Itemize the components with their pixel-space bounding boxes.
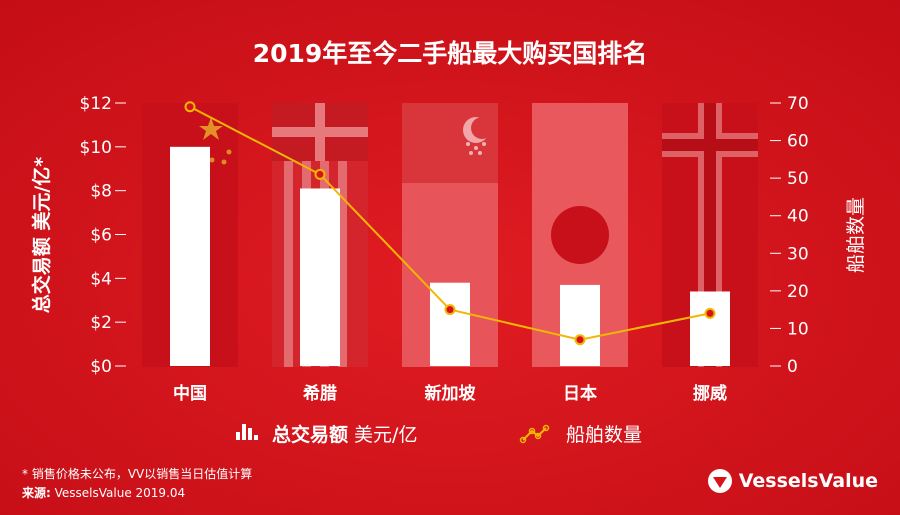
y-left-tick-label: $6	[90, 226, 112, 246]
y-left-tick-label: $0	[90, 357, 112, 377]
x-tick-label: 日本	[563, 383, 597, 404]
footnote-source: 来源: VesselsValue 2019.04	[22, 484, 185, 501]
vesselsvalue-logo-icon	[707, 469, 732, 493]
y-left-tick-label: $2	[90, 313, 112, 333]
line-point	[314, 168, 326, 180]
y-left-tick-label: $8	[90, 182, 112, 202]
line-point	[444, 304, 456, 316]
legend-bar-icon	[236, 424, 258, 440]
x-tick-label: 希腊	[303, 383, 337, 404]
x-tick-label: 挪威	[693, 383, 727, 404]
y-left-tick-label: $4	[90, 269, 112, 289]
x-tick-label: 新加坡	[425, 383, 476, 404]
chart-title: 2019年至今二手船最大购买国排名	[253, 39, 648, 68]
legend-bar-label: 总交易额 美元/亿	[272, 423, 417, 446]
footnote-source-label: 来源:	[22, 486, 51, 500]
y-axis-left-label: 总交易额 美元/亿*	[30, 157, 53, 314]
y-left-tick-label: $10	[80, 138, 112, 158]
bar	[560, 284, 600, 366]
y-right-tick-label: 60	[787, 132, 809, 152]
legend: 总交易额 美元/亿 船舶数量	[236, 423, 642, 446]
vesselsvalue-logo: VesselsValue	[707, 468, 878, 494]
legend-line-icon	[519, 424, 550, 444]
line-point	[574, 334, 586, 346]
footnote-source-text: VesselsValue 2019.04	[50, 486, 186, 500]
y-axis-right-label: 船舶数量	[845, 197, 867, 273]
y-right-tick-label: 10	[787, 319, 809, 339]
x-tick-label: 中国	[173, 383, 207, 404]
y-left-tick-label: $12	[80, 94, 112, 114]
footnote-note: * 销售价格未公布，VV以销售当日估值计算	[22, 467, 253, 481]
bar	[300, 188, 340, 366]
legend-bar-label-bold: 总交易额	[272, 423, 348, 446]
y-right-tick-label: 30	[787, 244, 809, 264]
line-point	[704, 307, 716, 319]
y-right-tick-label: 50	[787, 169, 809, 189]
bar	[170, 146, 210, 366]
y-right-tick-label: 0	[787, 357, 798, 377]
y-right-tick-label: 20	[787, 282, 809, 302]
bar	[690, 291, 730, 366]
vesselsvalue-logo-text: VesselsValue	[738, 470, 878, 492]
legend-bar-label-unit: 美元/亿	[348, 424, 417, 446]
y-right-tick-label: 40	[787, 207, 809, 227]
y-right-tick-label: 70	[787, 94, 809, 114]
line-point	[184, 101, 196, 113]
legend-line-label: 船舶数量	[566, 424, 642, 446]
norway-flag-icon	[662, 103, 758, 367]
